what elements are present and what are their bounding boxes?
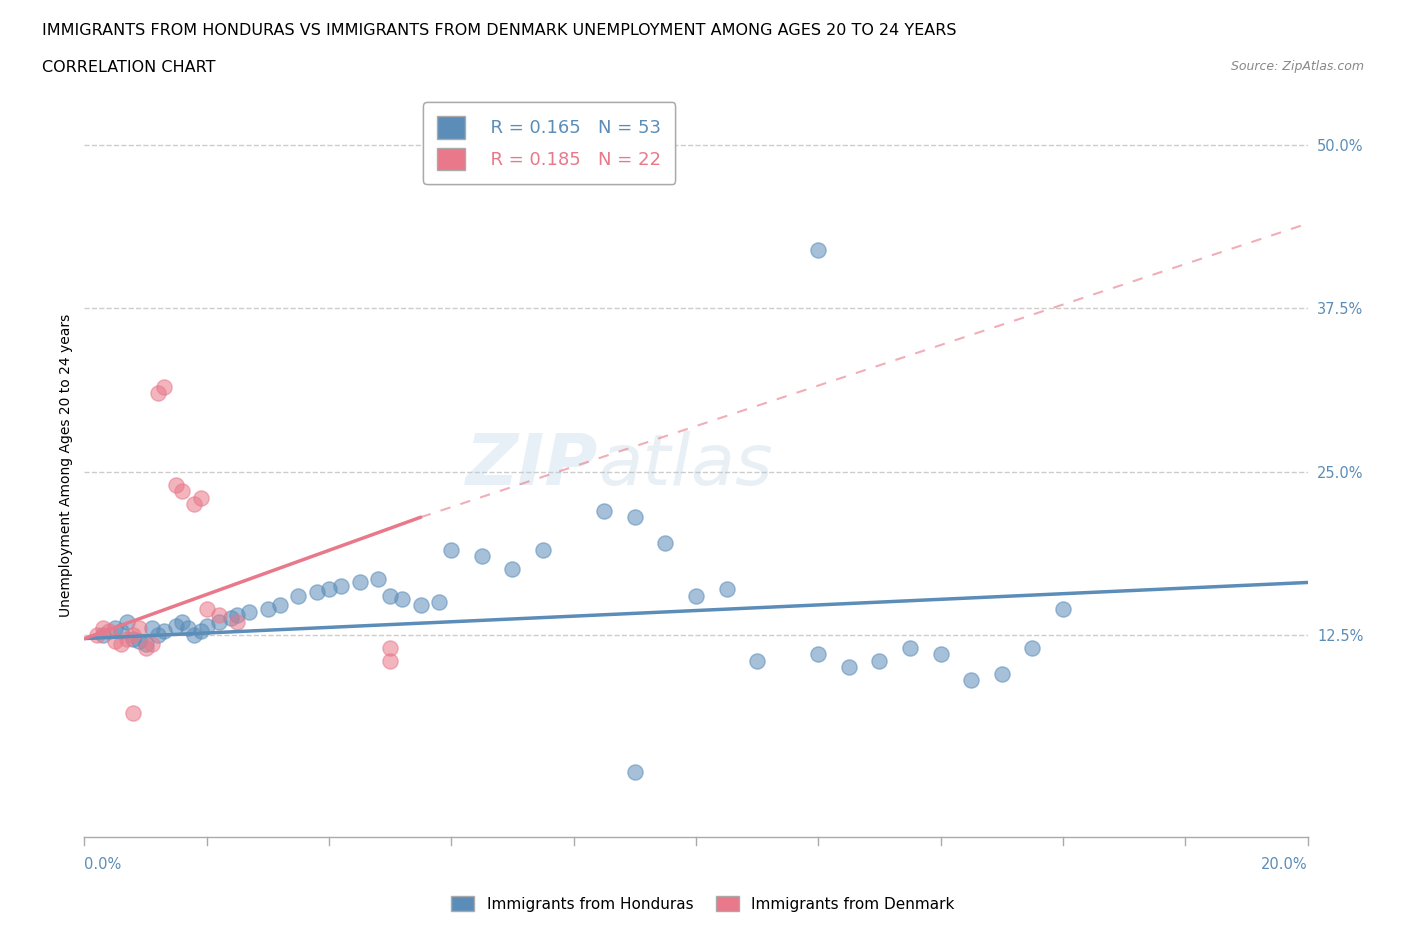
Point (531, 542, 554, 557)
Point (146, 386, 169, 401)
Point (593, 503, 616, 518)
Point (838, 660, 860, 675)
Point (1021, 640, 1043, 655)
Point (367, 571, 389, 586)
Point (226, 614, 249, 629)
Text: IMMIGRANTS FROM HONDURAS VS IMMIGRANTS FROM DENMARK UNEMPLOYMENT AMONG AGES 20 T: IMMIGRANTS FROM HONDURAS VS IMMIGRANTS F… (42, 23, 956, 38)
Point (91, 627, 114, 642)
Point (91, 620, 114, 635)
Point (115, 614, 138, 629)
Text: atlas: atlas (598, 431, 773, 499)
Point (1052, 601, 1074, 616)
Point (380, 654, 402, 669)
Point (165, 477, 187, 492)
Point (165, 618, 187, 633)
Point (685, 588, 707, 603)
Point (190, 623, 212, 638)
Legend: Immigrants from Honduras, Immigrants from Denmark: Immigrants from Honduras, Immigrants fro… (446, 889, 960, 918)
Point (104, 620, 127, 635)
Point (128, 620, 150, 635)
Point (226, 607, 249, 622)
Point (502, 562, 524, 577)
Point (960, 673, 983, 688)
Point (929, 647, 952, 662)
Text: Source: ZipAtlas.com: Source: ZipAtlas.com (1230, 60, 1364, 73)
Point (141, 620, 163, 635)
Point (86, 627, 108, 642)
Point (391, 592, 413, 607)
Point (122, 706, 145, 721)
Point (269, 597, 291, 612)
Point (305, 584, 328, 599)
Legend:   R = 0.165   N = 53,   R = 0.185   N = 22: R = 0.165 N = 53, R = 0.185 N = 22 (423, 102, 675, 184)
Point (110, 636, 132, 651)
Point (380, 588, 402, 603)
Text: 0.0%: 0.0% (84, 857, 121, 871)
Point (104, 633, 127, 648)
Point (153, 623, 176, 638)
Point (807, 242, 830, 257)
Point (624, 764, 647, 779)
Point (153, 379, 176, 394)
Point (141, 636, 163, 651)
Point (380, 640, 402, 655)
Point (807, 647, 830, 662)
Point (330, 579, 353, 594)
Point (471, 549, 494, 564)
Point (257, 601, 280, 616)
Point (190, 490, 212, 505)
Point (115, 631, 138, 646)
Point (135, 640, 157, 655)
Point (172, 614, 194, 629)
Point (869, 654, 891, 669)
Point (122, 631, 145, 646)
Point (195, 618, 218, 633)
Text: CORRELATION CHART: CORRELATION CHART (42, 60, 215, 75)
Point (177, 620, 200, 635)
Point (172, 484, 194, 498)
Point (97, 623, 120, 638)
Point (318, 581, 340, 596)
Point (146, 627, 169, 642)
Point (654, 536, 676, 551)
Point (349, 575, 371, 590)
Point (219, 610, 242, 625)
Point (409, 597, 432, 612)
Point (238, 605, 260, 620)
Point (208, 607, 231, 622)
Point (195, 601, 218, 616)
Text: ZIP: ZIP (465, 431, 598, 499)
Point (208, 614, 231, 629)
Y-axis label: Unemployment Among Ages 20 to 24 years: Unemployment Among Ages 20 to 24 years (59, 313, 73, 617)
Point (135, 636, 157, 651)
Text: 20.0%: 20.0% (1261, 857, 1308, 871)
Point (747, 654, 769, 669)
Point (624, 510, 647, 525)
Point (183, 497, 205, 512)
Point (183, 627, 205, 642)
Point (716, 581, 738, 596)
Point (991, 667, 1014, 682)
Point (122, 627, 145, 642)
Point (128, 633, 150, 648)
Point (287, 588, 309, 603)
Point (440, 542, 463, 557)
Point (110, 623, 132, 638)
Point (898, 640, 921, 655)
Point (427, 594, 450, 609)
